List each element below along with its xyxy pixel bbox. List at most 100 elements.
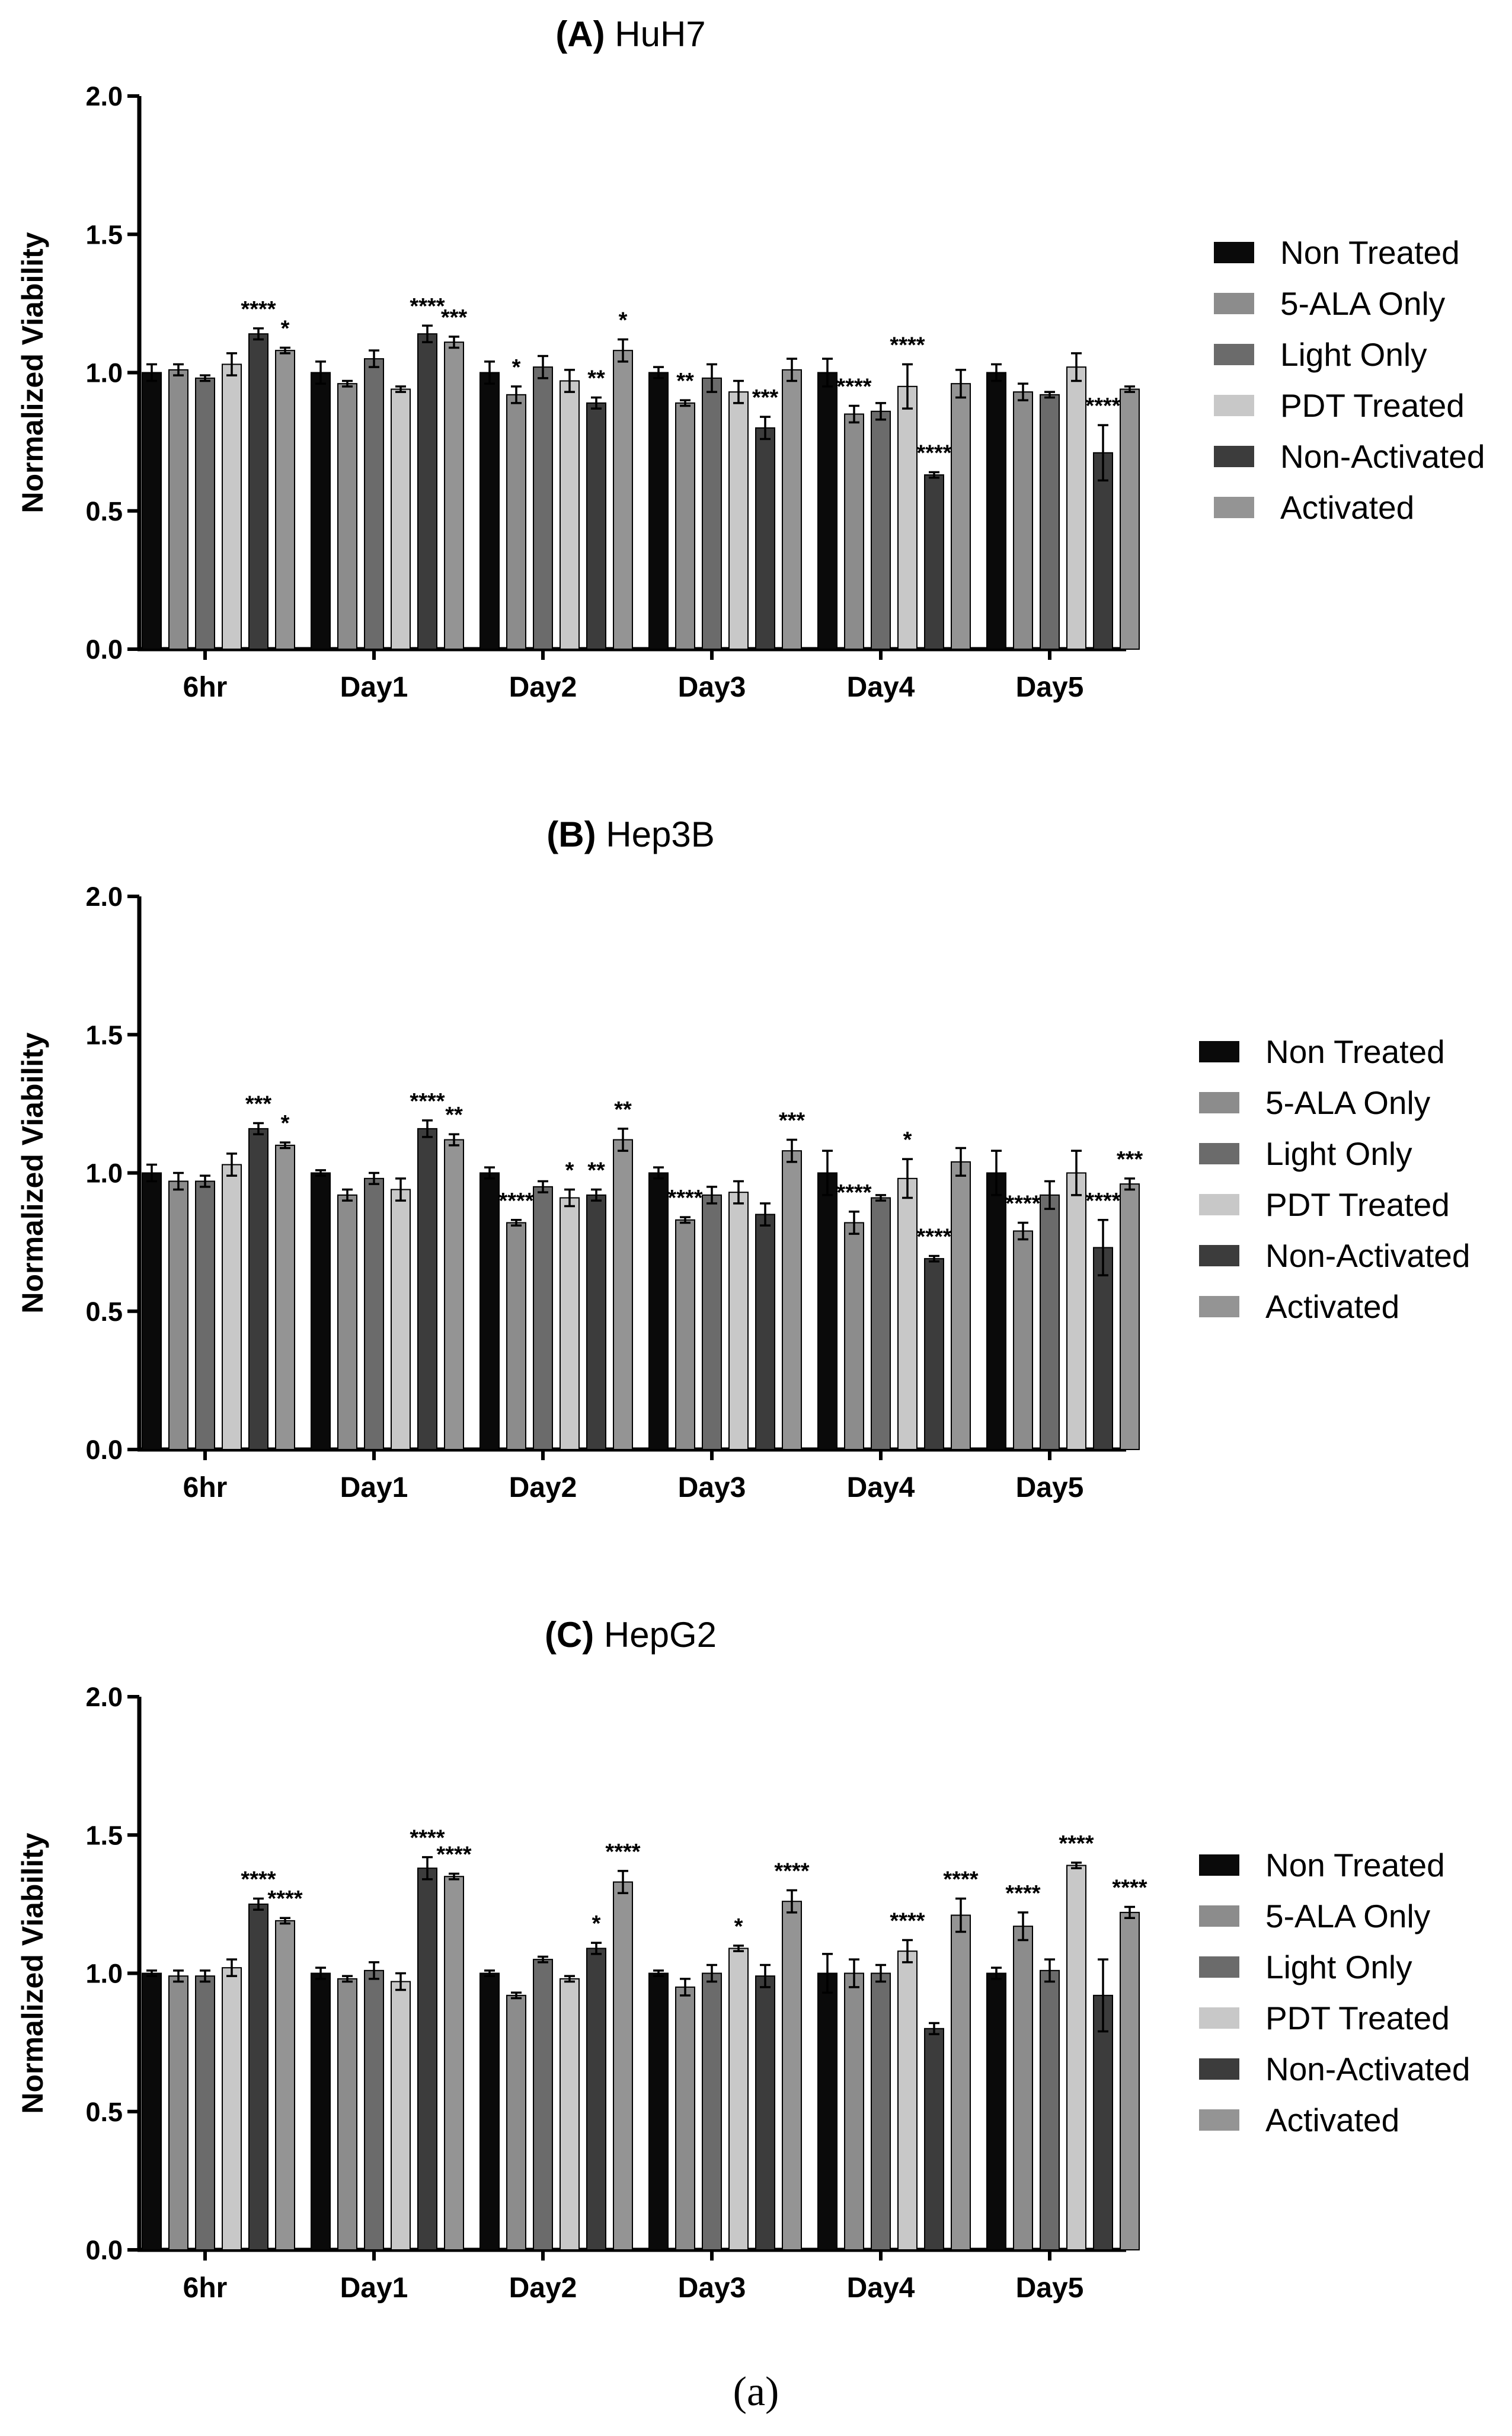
significance-label: ****: [1059, 1831, 1094, 1856]
bar: [728, 1192, 749, 1451]
legend-label: PDT Treated: [1265, 2000, 1450, 2036]
chart-panel-b: (B) Hep3B Normalized Viability 0.0 0.5 1.0 1.…: [0, 800, 1512, 1589]
bar: [1040, 1194, 1060, 1450]
bar: [586, 1947, 606, 2250]
significance-label: **: [587, 1158, 605, 1183]
significance-label: ****: [916, 440, 951, 465]
bar: [871, 1972, 891, 2250]
y-tick-label: 0.0: [85, 634, 123, 665]
significance-label: ****: [1112, 1876, 1147, 1901]
title-prefix: (B): [546, 815, 606, 854]
bar: [613, 1139, 633, 1450]
legend-swatch: [1199, 2007, 1239, 2029]
bar: [675, 1219, 695, 1450]
bar: [817, 1972, 837, 2250]
bar: [613, 350, 633, 650]
legend-label: Non-Activated: [1280, 438, 1485, 475]
bar: [586, 1194, 606, 1450]
x-tick-label: Day4: [847, 672, 915, 703]
legend-item: Non-Activated: [1214, 439, 1512, 474]
bar: [1013, 1926, 1033, 2250]
bar: [142, 372, 162, 650]
legend-label: Light Only: [1265, 1949, 1412, 1985]
bar: [364, 1177, 384, 1451]
bar: [248, 333, 268, 650]
bar: [275, 1144, 295, 1450]
bar: [755, 427, 775, 650]
bar: [560, 1978, 580, 2251]
significance-label: ****: [1085, 394, 1120, 419]
legend-swatch: [1214, 446, 1254, 467]
legend-item: PDT Treated: [1199, 1187, 1512, 1222]
bar: [533, 366, 553, 650]
significance-label: ****: [241, 297, 276, 322]
bar: [337, 383, 357, 650]
bar: [337, 1978, 357, 2251]
bar: [364, 1969, 384, 2251]
bar: [951, 1914, 971, 2250]
bar: [1093, 1247, 1113, 1451]
bar: [364, 358, 384, 650]
y-tick-label: 0.5: [85, 496, 123, 526]
bar: [675, 1986, 695, 2250]
significance-label: **: [676, 369, 694, 394]
bar: [648, 372, 669, 650]
legend-label: Activated: [1265, 1288, 1400, 1325]
bar-chart-c: (C) HepG2 Normalized Viability 0.0 0.5 1.0 1.…: [16, 1615, 1147, 2304]
legend-item: 5-ALA Only: [1214, 286, 1512, 321]
legend-swatch: [1214, 293, 1254, 314]
bar: [560, 1197, 580, 1450]
x-tick-label: Day5: [1016, 2272, 1084, 2304]
legend-label: 5-ALA Only: [1280, 285, 1446, 322]
significance-label: *: [619, 308, 628, 333]
bar: [1066, 366, 1086, 650]
legend-label: Non Treated: [1265, 1847, 1445, 1883]
bar: [1120, 1183, 1140, 1450]
bar: [195, 1975, 215, 2250]
bar: [702, 1972, 722, 2250]
bar: [755, 1975, 775, 2250]
bar: [675, 402, 695, 650]
legend-swatch: [1199, 1092, 1239, 1113]
chart-panel-c: (C) HepG2 Normalized Viability 0.0 0.5 1.0 1.…: [0, 1601, 1512, 2389]
significance-label: ****: [410, 1826, 445, 1851]
bar: [728, 1947, 749, 2250]
y-tick-label: 1.0: [85, 1158, 123, 1189]
bar: [480, 1172, 500, 1450]
x-tick-label: Day3: [678, 1472, 746, 1503]
legend-label: Non-Activated: [1265, 2051, 1471, 2087]
y-tick-label: 0.0: [85, 2235, 123, 2265]
bar: [648, 1972, 669, 2250]
significance-label: ***: [245, 1092, 272, 1117]
significance-label: **: [614, 1097, 632, 1122]
bar: [817, 372, 837, 650]
significance-label: *: [281, 317, 290, 341]
bar: [391, 1981, 411, 2250]
bar: [444, 1139, 464, 1450]
bar: [897, 385, 918, 650]
bar: [444, 1876, 464, 2251]
legend-swatch: [1214, 497, 1254, 518]
legend-label: Activated: [1265, 2102, 1400, 2138]
legend-item: Non-Activated: [1199, 2051, 1512, 2087]
significance-label: ****: [836, 1180, 871, 1205]
bar: [782, 1901, 802, 2250]
bar: [702, 1194, 722, 1450]
legend-item: PDT Treated: [1214, 388, 1512, 423]
significance-label: ****: [667, 1186, 702, 1211]
bar: [1093, 1994, 1113, 2250]
y-axis-label: Normalized Viability: [16, 232, 49, 513]
significance-label: **: [445, 1103, 463, 1128]
significance-label: *: [565, 1158, 574, 1183]
x-tick-label: Day2: [509, 672, 577, 703]
bar: [755, 1214, 775, 1450]
x-tick-label: 6hr: [183, 1472, 228, 1503]
bar: [1066, 1864, 1086, 2250]
legend-label: Light Only: [1280, 336, 1427, 373]
legend-label: Light Only: [1265, 1135, 1412, 1172]
bar: [311, 1972, 331, 2250]
significance-label: ****: [605, 1840, 640, 1864]
bar: [506, 1222, 526, 1450]
legend-swatch: [1214, 344, 1254, 365]
legend-swatch: [1199, 1245, 1239, 1266]
